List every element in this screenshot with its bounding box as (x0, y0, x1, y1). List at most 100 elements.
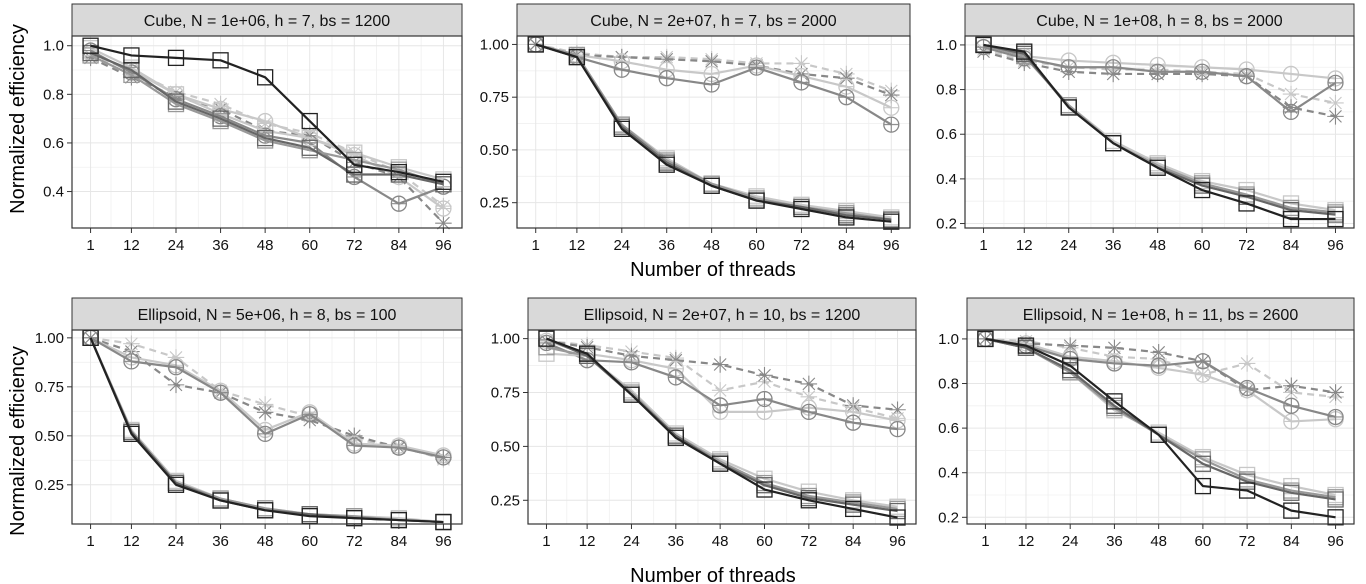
data-point-star (167, 376, 185, 394)
data-point-circle (1194, 353, 1212, 370)
y-tick-label: 0.50 (35, 428, 64, 445)
data-point-square (212, 110, 229, 127)
y-tick-label: 0.75 (35, 379, 64, 396)
data-point-square (1238, 195, 1255, 212)
y-tick-label: 0.6 (936, 126, 957, 143)
data-point-square (658, 156, 675, 173)
y-tick-label: 0.2 (938, 509, 959, 526)
x-tick-label: 24 (613, 237, 630, 254)
data-point-square (712, 455, 729, 472)
x-tick-label: 48 (1149, 237, 1166, 254)
x-tick-label: 12 (1018, 533, 1035, 550)
facet-panel: Ellipsoid, N = 5e+06, h = 8, bs = 100 1 12… (35, 297, 463, 550)
x-tick-label: 60 (301, 533, 318, 550)
data-point-square (301, 129, 318, 147)
x-axis-label-top: Number of threads (630, 259, 796, 281)
data-point-square (167, 49, 185, 67)
data-point-square (82, 37, 99, 54)
x-tick-label: 1 (86, 237, 94, 254)
y-tick-label: 0.6 (43, 135, 64, 152)
data-point-square (667, 429, 684, 446)
x-tick-label: 96 (1327, 533, 1344, 550)
x-tick-label: 72 (793, 237, 810, 254)
facet-title: Ellipsoid, N = 5e+06, h = 8, bs = 100 (138, 307, 397, 324)
y-tick-label: 0.4 (43, 184, 64, 201)
facet-strip (516, 3, 911, 37)
x-tick-label: 36 (658, 237, 675, 254)
data-point-square (1105, 135, 1122, 152)
data-point-circle (712, 397, 729, 414)
facet-strip (966, 297, 1355, 331)
data-point-circle (883, 99, 900, 116)
data-point-square (1150, 426, 1167, 443)
data-point-circle (703, 76, 720, 93)
data-point-square (346, 166, 363, 183)
data-point-circle (1283, 397, 1300, 414)
data-point-square (793, 200, 810, 218)
y-tick-label: 0.8 (938, 376, 959, 393)
data-point-square (613, 120, 630, 137)
data-point-star (1327, 384, 1344, 401)
x-axis-label-bottom: Number of threads (630, 565, 796, 584)
y-tick-label: 0.25 (491, 492, 520, 509)
x-tick-label: 48 (1150, 533, 1167, 550)
data-point-circle (346, 437, 363, 454)
panel-border (71, 329, 463, 525)
facet-title: Cube, N = 1e+06, h = 7, bs = 1200 (144, 13, 391, 30)
y-tick-label: 0.50 (480, 142, 509, 159)
y-tick-label: 1.0 (936, 37, 957, 54)
y-tick-label: 0.6 (938, 420, 959, 437)
data-point-circle (435, 449, 452, 466)
x-tick-label: 12 (569, 237, 586, 254)
data-point-circle (1105, 59, 1122, 76)
y-tick-label: 0.4 (938, 465, 959, 482)
y-tick-label: 0.75 (491, 385, 520, 402)
data-point-square (1282, 210, 1300, 228)
y-tick-label: 0.25 (480, 195, 509, 212)
data-point-square (1282, 201, 1300, 219)
data-point-circle (883, 116, 900, 133)
series-line (546, 337, 898, 519)
y-tick-label: 0.75 (480, 89, 509, 106)
facet-panel: Ellipsoid, N = 2e+07, h = 10, bs = 1200 1… (491, 297, 917, 550)
data-point-square (1327, 210, 1344, 228)
x-tick-label: 1 (981, 533, 989, 550)
data-point-circle (1106, 355, 1123, 372)
x-tick-label: 84 (845, 533, 862, 550)
data-point-square (800, 492, 817, 509)
data-point-circle (1238, 379, 1256, 397)
x-tick-label: 36 (1105, 237, 1122, 254)
x-tick-label: 36 (1106, 533, 1123, 550)
panels: Cube, N = 1e+06, h = 7, bs = 1200 1 12 24 36… (35, 3, 1355, 550)
data-point-square (1060, 99, 1077, 116)
x-tick-label: 24 (168, 237, 185, 254)
x-tick-label: 84 (1283, 533, 1300, 550)
y-axis-label-top: Normalized efficiency (7, 24, 29, 214)
data-point-circle (748, 59, 765, 76)
x-tick-label: 60 (301, 237, 318, 254)
data-point-square (623, 386, 640, 403)
data-point-star (711, 382, 729, 399)
x-tick-label: 96 (883, 237, 900, 254)
facet-panel: Cube, N = 1e+06, h = 7, bs = 1200 1 12 24 36… (43, 3, 463, 254)
x-tick-label: 1 (979, 237, 987, 254)
x-tick-label: 12 (123, 533, 140, 550)
y-tick-label: 1.00 (35, 330, 64, 347)
data-point-star (756, 367, 773, 384)
data-point-square (703, 177, 720, 194)
data-point-circle (1283, 413, 1300, 430)
x-tick-label: 60 (1195, 533, 1212, 550)
facet-title: Cube, N = 1e+08, h = 8, bs = 2000 (1036, 13, 1283, 30)
data-point-circle (793, 74, 810, 91)
data-point-square (527, 36, 544, 53)
y-tick-label: 1.0 (43, 38, 64, 55)
series-circle (538, 334, 906, 438)
data-point-square (435, 173, 452, 190)
x-tick-label: 48 (257, 533, 274, 550)
panel-border (964, 35, 1355, 229)
data-point-circle (845, 414, 862, 431)
data-point-square (256, 502, 274, 519)
data-point-circle (1238, 68, 1255, 85)
data-point-star (711, 356, 729, 373)
data-point-square (1194, 455, 1212, 472)
